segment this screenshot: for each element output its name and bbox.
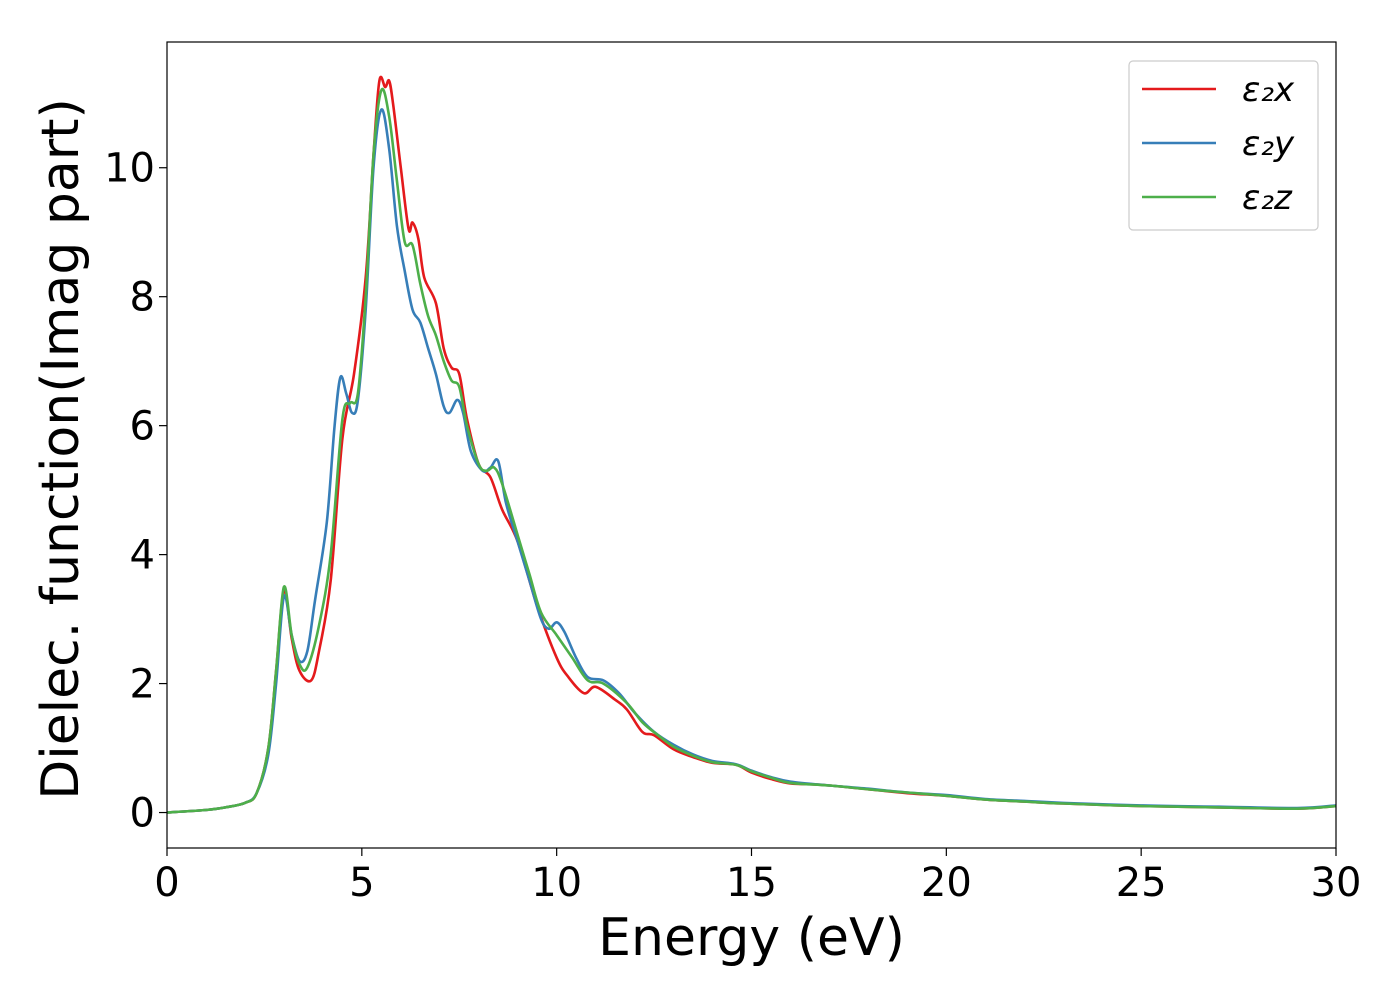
- x-axis-ticks: 0 5 10 15 20 25 30: [154, 848, 1361, 906]
- y-tick-label: 2: [130, 662, 155, 708]
- legend-box: [1128, 60, 1319, 231]
- y-tick-label: 10: [104, 146, 155, 192]
- y-axis-label: Dielec. function(Imag part): [31, 98, 91, 800]
- x-tick-label: 30: [1311, 860, 1362, 906]
- y-tick-label: 0: [130, 791, 155, 837]
- x-axis-label: Energy (eV): [598, 908, 905, 968]
- legend-label-2: ε₂z: [1242, 178, 1293, 218]
- legend-label-0: ε₂x: [1242, 70, 1295, 110]
- x-tick-label: 10: [531, 860, 582, 906]
- y-tick-label: 8: [130, 275, 155, 321]
- x-tick-label: 15: [726, 860, 777, 906]
- y-tick-label: 6: [130, 404, 155, 450]
- x-tick-label: 0: [154, 860, 179, 906]
- y-tick-label: 4: [130, 533, 155, 579]
- x-tick-label: 25: [1116, 860, 1167, 906]
- legend: ε₂x ε₂y ε₂z: [1128, 60, 1319, 231]
- legend-label-1: ε₂y: [1242, 124, 1295, 164]
- plot-lines: [166, 75, 1337, 814]
- series-line-2: [166, 87, 1337, 814]
- x-tick-label: 5: [349, 860, 374, 906]
- legend-items: ε₂x ε₂y ε₂z: [1142, 70, 1295, 218]
- y-axis-ticks: 0 2 4 6 8 10: [104, 146, 167, 837]
- x-tick-label: 20: [921, 860, 972, 906]
